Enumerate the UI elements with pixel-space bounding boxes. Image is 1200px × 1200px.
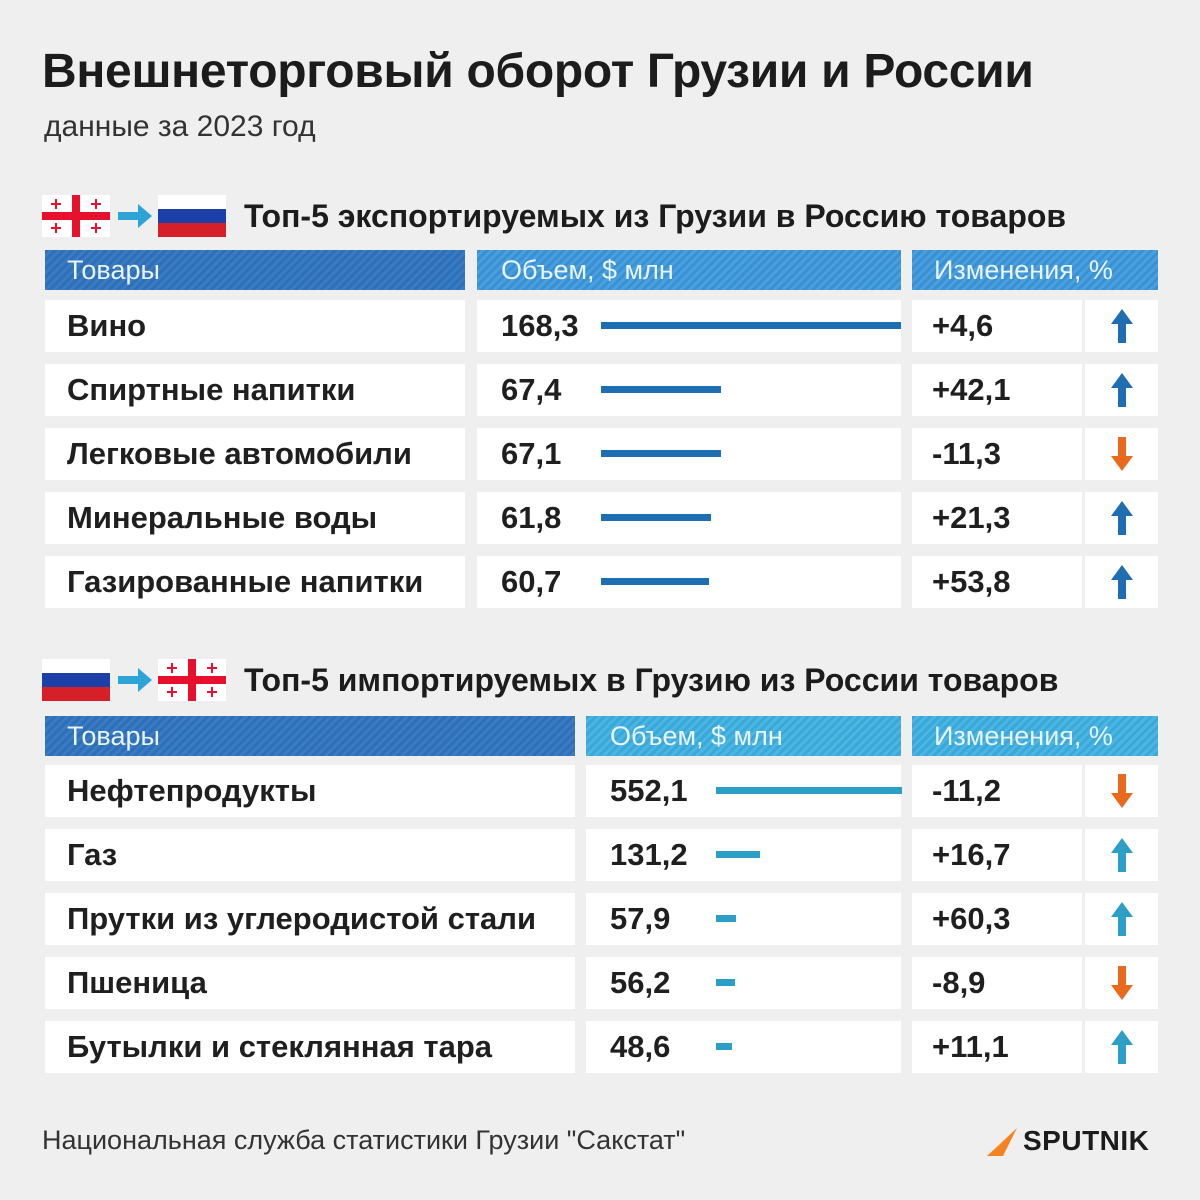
value-bar bbox=[601, 578, 710, 585]
import-col-change: Изменения, % bbox=[912, 716, 1158, 756]
table-row-change: +60,3 bbox=[912, 893, 1082, 945]
table-row-change: +4,6 bbox=[912, 300, 1082, 352]
value-label: 168,3 bbox=[501, 308, 579, 343]
table-row-change: +16,7 bbox=[912, 829, 1082, 881]
arrow-right-icon bbox=[112, 659, 156, 701]
page-title: Внешнеторговый оборот Грузии и России bbox=[42, 45, 1034, 98]
sputnik-logo-text: SPUTNIK bbox=[1023, 1125, 1150, 1156]
table-row-name: Спиртные напитки bbox=[45, 364, 465, 416]
value-label: 67,4 bbox=[501, 372, 562, 407]
value-bar bbox=[716, 787, 902, 794]
arrow-down-icon bbox=[1085, 957, 1158, 1009]
import-section-title: Топ-5 импортируемых в Грузию из России т… bbox=[244, 661, 1059, 698]
sputnik-logo: SPUTNIK bbox=[985, 1120, 1149, 1162]
value-label: 552,1 bbox=[610, 773, 688, 808]
export-col-goods: Товары bbox=[45, 250, 465, 290]
value-bar bbox=[601, 514, 712, 521]
table-row-value: 48,6 bbox=[586, 1021, 901, 1073]
arrow-up-icon bbox=[1085, 1021, 1158, 1073]
sputnik-logo-icon bbox=[985, 1124, 1019, 1158]
arrow-up-icon bbox=[1085, 300, 1158, 352]
value-bar bbox=[716, 915, 736, 922]
table-row-value: 60,7 bbox=[477, 556, 901, 608]
table-row-value: 57,9 bbox=[586, 893, 901, 945]
table-row-name: Вино bbox=[45, 300, 465, 352]
russia-flag-icon bbox=[42, 659, 110, 701]
table-row-change: +53,8 bbox=[912, 556, 1082, 608]
import-col-goods: Товары bbox=[45, 716, 575, 756]
export-col-change: Изменения, % bbox=[912, 250, 1158, 290]
value-bar bbox=[601, 322, 901, 329]
value-label: 131,2 bbox=[610, 837, 688, 872]
export-col-volume: Объем, $ млн bbox=[477, 250, 901, 290]
table-row-value: 131,2 bbox=[586, 829, 901, 881]
georgia-flag-icon bbox=[158, 659, 226, 701]
page-subtitle: данные за 2023 год bbox=[44, 110, 316, 143]
table-row-value: 168,3 bbox=[477, 300, 901, 352]
arrow-up-icon bbox=[1085, 364, 1158, 416]
table-row-value: 56,2 bbox=[586, 957, 901, 1009]
table-row-value: 552,1 bbox=[586, 765, 902, 817]
table-row-change: -11,3 bbox=[912, 428, 1082, 480]
arrow-down-icon bbox=[1085, 765, 1158, 817]
value-label: 48,6 bbox=[610, 1029, 671, 1064]
arrow-up-icon bbox=[1085, 556, 1158, 608]
georgia-flag-icon bbox=[42, 195, 110, 237]
source-note: Национальная служба статистики Грузии "С… bbox=[42, 1125, 686, 1155]
export-section-header: Топ-5 экспортируемых из Грузии в Россию … bbox=[42, 194, 1162, 238]
table-row-name: Нефтепродукты bbox=[45, 765, 575, 817]
table-row-change: +21,3 bbox=[912, 492, 1082, 544]
value-label: 61,8 bbox=[501, 500, 562, 535]
value-label: 60,7 bbox=[501, 564, 562, 599]
value-bar bbox=[716, 979, 735, 986]
arrow-up-icon bbox=[1085, 829, 1158, 881]
table-row-name: Газированные напитки bbox=[45, 556, 465, 608]
arrow-right-icon bbox=[112, 195, 156, 237]
value-label: 56,2 bbox=[610, 965, 671, 1000]
arrow-up-icon bbox=[1085, 893, 1158, 945]
table-row-name: Бутылки и стеклянная тара bbox=[45, 1021, 575, 1073]
value-bar bbox=[601, 450, 721, 457]
export-section-title: Топ-5 экспортируемых из Грузии в Россию … bbox=[244, 197, 1067, 234]
russia-flag-icon bbox=[158, 195, 226, 237]
table-row-value: 67,4 bbox=[477, 364, 901, 416]
table-row-name: Газ bbox=[45, 829, 575, 881]
table-row-name: Легковые автомобили bbox=[45, 428, 465, 480]
value-label: 67,1 bbox=[501, 436, 562, 471]
table-row-value: 67,1 bbox=[477, 428, 901, 480]
import-col-volume: Объем, $ млн bbox=[586, 716, 901, 756]
table-row-change: -8,9 bbox=[912, 957, 1082, 1009]
value-bar bbox=[716, 851, 761, 858]
table-row-change: -11,2 bbox=[912, 765, 1082, 817]
import-section-header: Топ-5 импортируемых в Грузию из России т… bbox=[42, 658, 1162, 702]
table-row-name: Прутки из углеродистой стали bbox=[45, 893, 575, 945]
table-row-change: +42,1 bbox=[912, 364, 1082, 416]
value-label: 57,9 bbox=[610, 901, 671, 936]
table-row-name: Минеральные воды bbox=[45, 492, 465, 544]
value-bar bbox=[601, 386, 722, 393]
value-bar bbox=[716, 1043, 733, 1050]
table-row-value: 61,8 bbox=[477, 492, 901, 544]
table-row-change: +11,1 bbox=[912, 1021, 1082, 1073]
table-row-name: Пшеница bbox=[45, 957, 575, 1009]
arrow-up-icon bbox=[1085, 492, 1158, 544]
arrow-down-icon bbox=[1085, 428, 1158, 480]
